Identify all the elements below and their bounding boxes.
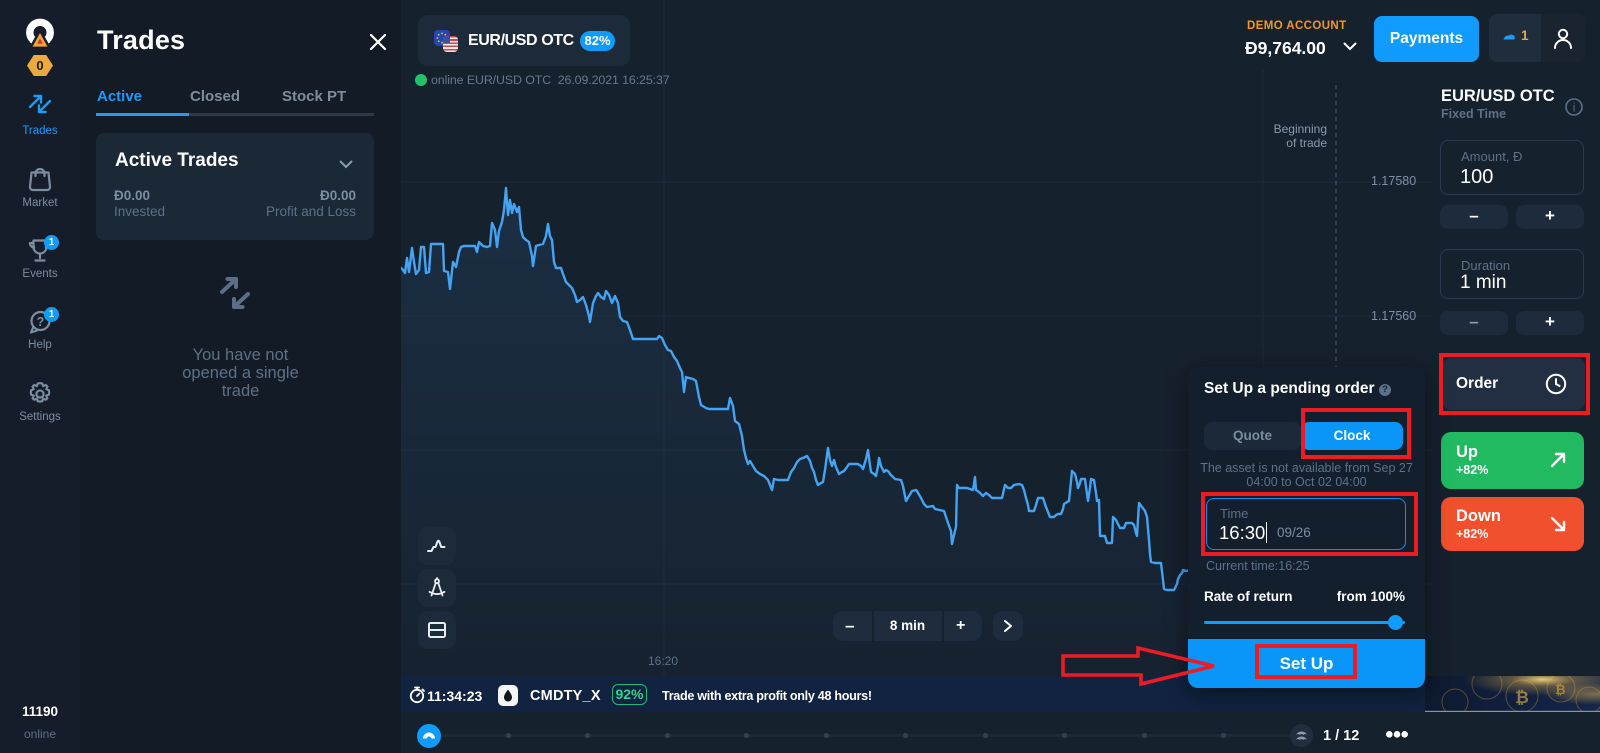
svg-text:?: ? — [37, 315, 45, 329]
svg-text:i: i — [1573, 103, 1576, 115]
